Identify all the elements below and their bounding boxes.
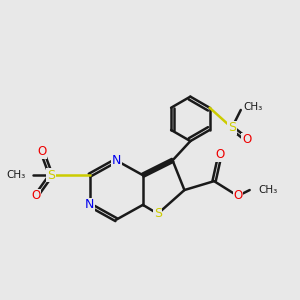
Text: CH₃: CH₃ [7, 170, 26, 180]
Text: S: S [47, 169, 55, 182]
Text: N: N [85, 198, 94, 212]
Text: O: O [242, 133, 251, 146]
Text: O: O [233, 190, 242, 202]
Text: N: N [112, 154, 121, 167]
Text: O: O [38, 145, 47, 158]
Text: S: S [228, 121, 236, 134]
Text: CH₃: CH₃ [244, 102, 263, 112]
Text: CH₃: CH₃ [259, 185, 278, 195]
Text: S: S [154, 207, 162, 220]
Text: O: O [215, 148, 225, 161]
Text: O: O [32, 190, 41, 202]
